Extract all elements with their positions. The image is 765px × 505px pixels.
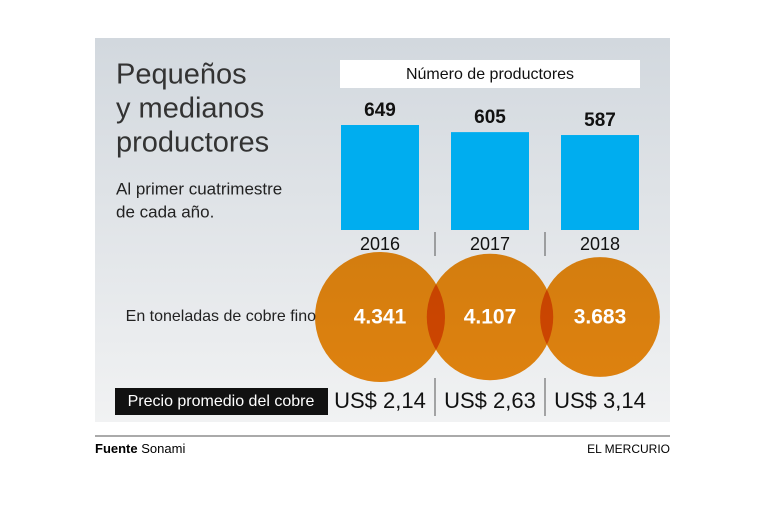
brand: EL MERCURIO xyxy=(587,442,670,456)
tonnage-circle xyxy=(426,253,554,381)
bar-title-box xyxy=(340,60,640,88)
price-label-box xyxy=(115,388,328,415)
source-name: Sonami xyxy=(141,441,185,456)
tonnage-value: 3.683 xyxy=(574,306,627,329)
title-line: y medianos xyxy=(116,93,264,125)
circles xyxy=(314,251,660,383)
bar-value: 605 xyxy=(474,107,506,128)
source-label: Fuente xyxy=(95,441,138,456)
title-line: Pequeños xyxy=(116,59,247,91)
bar-title: Número de productores xyxy=(406,66,574,83)
tonnage-circle xyxy=(540,257,660,377)
category-label: 2017 xyxy=(470,234,510,254)
title-line: productores xyxy=(116,127,269,159)
subtitle-line: de cada año. xyxy=(116,202,214,221)
bar xyxy=(561,135,639,230)
bar xyxy=(341,125,419,230)
tonnage-value: 4.107 xyxy=(464,306,517,329)
category-label: 2018 xyxy=(580,234,620,254)
price-label: Precio promedio del cobre xyxy=(128,393,315,410)
bar-value: 649 xyxy=(364,100,396,121)
bar xyxy=(451,132,529,230)
bar-value: 587 xyxy=(584,110,616,131)
tonnage-label: En toneladas de cobre fino xyxy=(126,308,316,325)
category-label: 2016 xyxy=(360,234,400,254)
source: Fuente Sonami xyxy=(95,441,185,456)
price-value: US$ 2,14 xyxy=(334,388,426,413)
tonnage-circle xyxy=(314,251,446,383)
price-value: US$ 3,14 xyxy=(554,388,646,413)
price-value: US$ 2,63 xyxy=(444,388,536,413)
subtitle-line: Al primer cuatrimestre xyxy=(116,179,282,198)
tonnage-value: 4.341 xyxy=(354,306,407,329)
